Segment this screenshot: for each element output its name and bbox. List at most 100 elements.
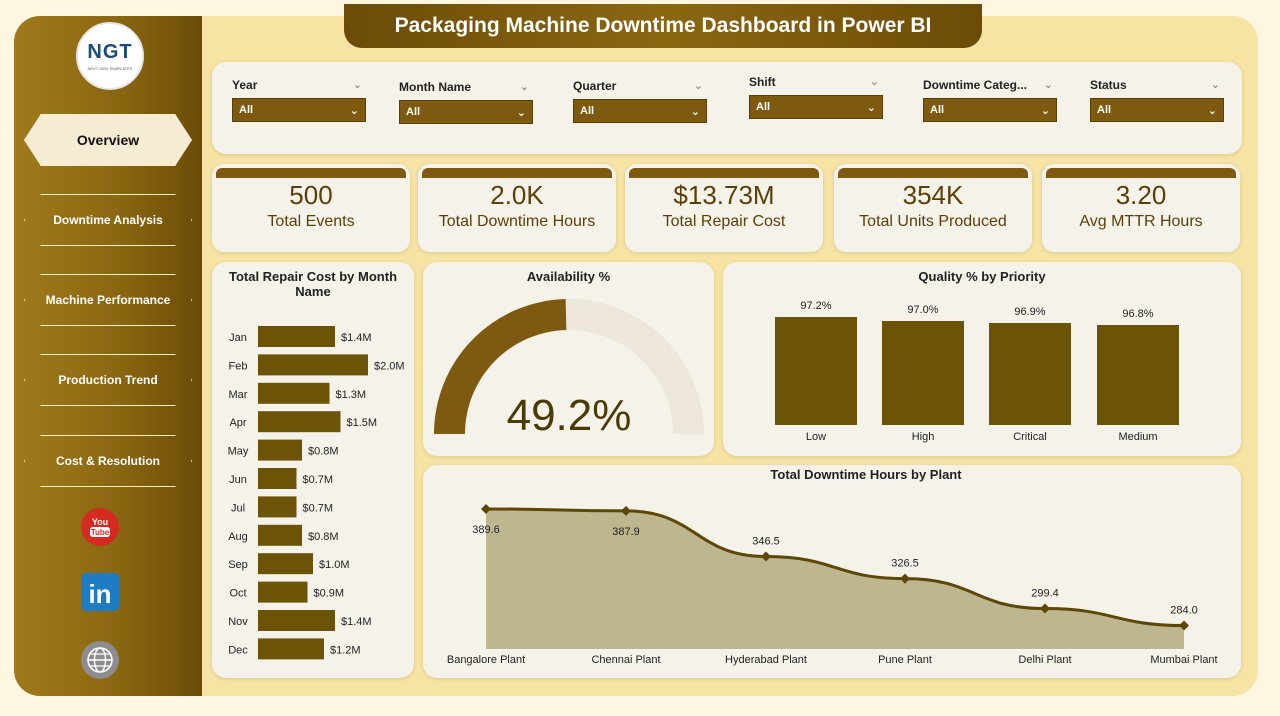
slicer-value: All [756, 101, 771, 113]
priority-tick-label: Critical [1013, 431, 1047, 443]
data-label: $1.2M [330, 644, 361, 656]
slicer-dropdown[interactable]: All ⌄ [232, 98, 366, 122]
slicer-shift[interactable]: Shift ⌄ All ⌄ [749, 75, 883, 119]
chevron-down-icon[interactable]: ⌄ [869, 76, 879, 88]
slicer-dropdown[interactable]: All ⌄ [573, 99, 707, 123]
data-label: 96.9% [1014, 306, 1045, 318]
downtime-point [1179, 620, 1189, 631]
kpi-card-total-repair-cost: $13.73M Total Repair Cost [625, 164, 823, 252]
logo-text: NGT [87, 41, 133, 63]
plant-tick-label: Pune Plant [878, 654, 932, 666]
slicer-label: Year [232, 78, 258, 92]
quality-bar-chart: 97.2% Low 97.0% High 96.9% Critical 96.8% Mediu… [775, 300, 1179, 443]
chevron-down-icon[interactable]: ⌄ [352, 79, 362, 91]
chevron-down-icon: ⌄ [1040, 104, 1050, 117]
slicer-label-wrap: Shift ⌄ [749, 75, 883, 89]
chevron-down-icon: ⌄ [1207, 104, 1217, 117]
slicer-value: All [239, 104, 254, 116]
data-label: $1.5M [347, 417, 378, 429]
data-label: $1.3M [336, 389, 367, 401]
quality-bar [882, 321, 964, 425]
linkedin-icon[interactable]: in [80, 572, 120, 612]
plant-tick-label: Hyderabad Plant [725, 654, 807, 666]
month-tick-label: Oct [229, 588, 246, 600]
kpi-card-total-downtime-hours: 2.0K Total Downtime Hours [418, 164, 616, 252]
data-label: 96.8% [1122, 308, 1153, 320]
slicer-value: All [1097, 104, 1112, 116]
plant-tick-label: Delhi Plant [1018, 654, 1071, 666]
chart-title: Quality % by Priority [918, 269, 1046, 284]
svg-text:in: in [88, 579, 111, 609]
downtime-point [761, 551, 771, 562]
slicer-panel [212, 62, 1242, 154]
data-label: $0.8M [308, 531, 339, 543]
youtube-icon[interactable]: You Tube [80, 507, 120, 547]
slicer-status[interactable]: Status ⌄ All ⌄ [1090, 78, 1224, 122]
chevron-down-icon[interactable]: ⌄ [519, 81, 529, 93]
nav-downtime-analysis[interactable]: Downtime Analysis [24, 194, 192, 246]
repair-cost-bar [258, 326, 335, 347]
slicer-dropdown[interactable]: All ⌄ [399, 100, 533, 124]
logo-subtext: NEXT GEN TEMPLATES [87, 66, 133, 71]
slicer-value: All [580, 105, 595, 117]
slicer-label: Downtime Categ... [923, 78, 1028, 92]
data-label: $1.4M [341, 332, 372, 344]
nav-machine-performance[interactable]: Machine Performance [24, 274, 192, 326]
kpi-label: Avg MTTR Hours [1079, 213, 1203, 230]
nav-label: Downtime Analysis [53, 213, 163, 227]
nav-production-trend[interactable]: Production Trend [24, 354, 192, 406]
data-label: 346.5 [752, 536, 780, 548]
nav-overview[interactable]: Overview [24, 114, 192, 166]
slicer-quarter[interactable]: Quarter ⌄ All ⌄ [573, 79, 707, 123]
kpi-value: 500 [289, 180, 333, 210]
slicer-label-wrap: Year ⌄ [232, 78, 366, 92]
data-label: 299.4 [1031, 588, 1059, 600]
svg-text:You: You [92, 517, 108, 527]
slicer-dropdown[interactable]: All ⌄ [1090, 98, 1224, 122]
repair-cost-bar [258, 638, 324, 660]
plant-tick-label: Chennai Plant [591, 654, 660, 666]
chevron-down-icon[interactable]: ⌄ [693, 80, 703, 92]
slicer-dropdown[interactable]: All ⌄ [749, 95, 883, 119]
kpi-value: $13.73M [673, 180, 775, 210]
data-label: 389.6 [472, 524, 500, 536]
data-label: $0.8M [308, 446, 339, 458]
downtime-area-chart: 389.6 Bangalore Plant 387.9 Chennai Plant 34… [447, 503, 1218, 666]
slicer-label: Month Name [399, 80, 471, 94]
repair-cost-bar-chart: Jan $1.4M Feb $2.0M Mar $1.3M Apr $1.5M May $0.8M… [228, 326, 405, 660]
slicer-label-wrap: Downtime Categ... ⌄ [923, 78, 1057, 92]
month-tick-label: Apr [229, 417, 246, 429]
slicer-label-wrap: Quarter ⌄ [573, 79, 707, 93]
month-tick-label: Mar [229, 389, 248, 401]
slicer-downtime-category[interactable]: Downtime Categ... ⌄ All ⌄ [923, 78, 1057, 122]
downtime-line [485, 507, 1185, 628]
nav-label: Overview [76, 132, 140, 148]
gauge-value-label: 49.2% [507, 391, 632, 440]
chevron-down-icon[interactable]: ⌄ [1210, 79, 1220, 91]
ngt-logo[interactable]: NGT NEXT GEN TEMPLATES [76, 22, 144, 90]
kpi-card-accent [216, 168, 406, 178]
kpi-value: 354K [902, 180, 964, 210]
quality-bar [1097, 325, 1179, 425]
kpi-value: 2.0K [490, 180, 544, 210]
nav-label: Production Trend [58, 373, 158, 387]
chevron-down-icon[interactable]: ⌄ [1043, 79, 1053, 91]
slicer-month-name[interactable]: Month Name ⌄ All ⌄ [399, 80, 533, 124]
downtime-by-plant-panel: Total Downtime Hours by Plant 389.6 Banga… [423, 465, 1241, 678]
repair-cost-bar [258, 610, 335, 631]
downtime-area [486, 508, 1184, 649]
availability-gauge: 49.2% [434, 299, 704, 440]
availability-panel: Availability % 49.2% [423, 262, 714, 456]
kpi-value: 3.20 [1115, 180, 1167, 210]
month-tick-label: Sep [228, 559, 248, 571]
web-globe-icon[interactable] [80, 640, 120, 680]
slicer-label: Status [1090, 78, 1127, 92]
downtime-point [481, 503, 491, 514]
nav-cost-resolution[interactable]: Cost & Resolution [24, 435, 192, 487]
data-label: $1.0M [319, 559, 350, 571]
slicer-dropdown[interactable]: All ⌄ [923, 98, 1057, 122]
nav-label: Machine Performance [45, 293, 171, 307]
gauge-fill [434, 299, 567, 434]
page-title: Packaging Machine Downtime Dashboard in … [344, 4, 982, 48]
slicer-year[interactable]: Year ⌄ All ⌄ [232, 78, 366, 122]
